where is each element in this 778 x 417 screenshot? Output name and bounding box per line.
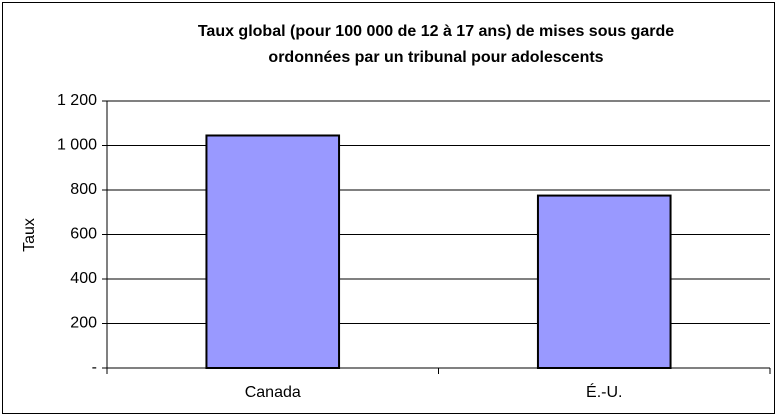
y-tick-label: -: [92, 359, 97, 376]
y-tick-label: 1 200: [57, 92, 97, 109]
bar: [536, 194, 672, 369]
y-tick-label: 800: [70, 181, 97, 198]
y-axis-label: Taux: [21, 218, 38, 252]
y-tick-label: 600: [70, 226, 97, 243]
y-tick-label: 1 000: [57, 137, 97, 154]
y-tick-label: 200: [70, 315, 97, 332]
x-tick-label: É.-U.: [586, 382, 622, 401]
y-tick-label: 400: [70, 270, 97, 287]
bar: [205, 134, 341, 369]
chart-title: Taux global (pour 100 000 de 12 à 17 ans…: [198, 23, 674, 40]
x-tick-label: Canada: [245, 384, 301, 401]
chart-title: ordonnées par un tribunal pour adolescen…: [268, 49, 603, 66]
